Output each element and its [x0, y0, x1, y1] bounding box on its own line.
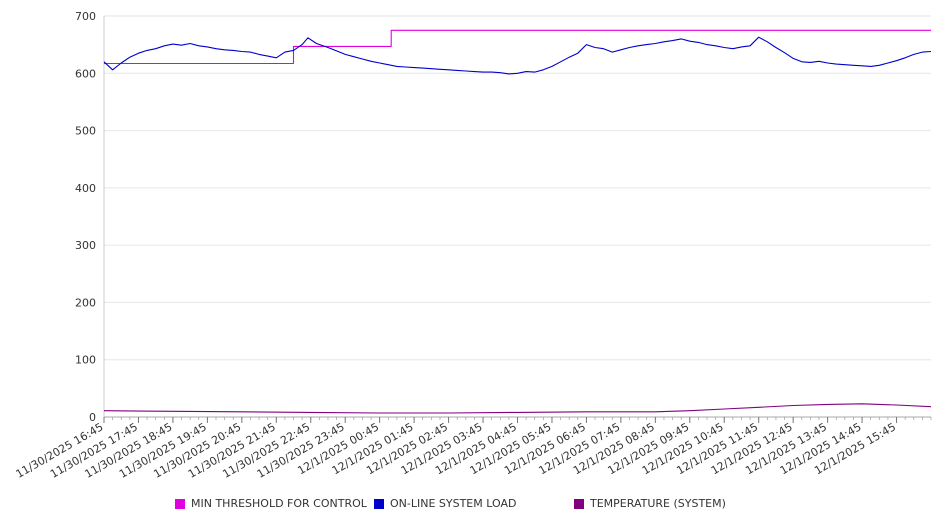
- legend-item-temperature: TEMPERATURE (SYSTEM): [574, 497, 726, 510]
- y-tick-label: 200: [75, 296, 96, 309]
- axes: [103, 16, 932, 423]
- grid-lines: [104, 15, 931, 361]
- series-line-2: [103, 403, 932, 414]
- y-tick-label: 0: [89, 411, 96, 424]
- y-tick-labels: 0 100 200 300 400 500 600 700: [75, 10, 96, 424]
- series-line-1: [103, 36, 932, 75]
- legend: MIN THRESHOLD FOR CONTROL ON-LINE SYSTEM…: [0, 497, 946, 515]
- y-tick-label: 700: [75, 10, 96, 23]
- y-tick-label: 500: [75, 125, 96, 138]
- series-lines: [103, 29, 932, 414]
- y-tick-label: 300: [75, 239, 96, 252]
- legend-item-system-load: ON-LINE SYSTEM LOAD: [374, 497, 516, 510]
- legend-item-min-threshold: MIN THRESHOLD FOR CONTROL: [175, 497, 367, 510]
- legend-swatch-min-threshold: [175, 498, 185, 509]
- legend-label-temperature: TEMPERATURE (SYSTEM): [590, 497, 726, 510]
- series-line-0: [104, 29, 931, 65]
- y-tick-label: 600: [75, 67, 96, 80]
- legend-swatch-temperature: [574, 498, 584, 509]
- y-tick-label: 400: [75, 182, 96, 195]
- y-tick-label: 100: [75, 354, 96, 367]
- legend-label-min-threshold: MIN THRESHOLD FOR CONTROL: [191, 497, 367, 510]
- legend-swatch-system-load: [374, 498, 384, 509]
- legend-label-system-load: ON-LINE SYSTEM LOAD: [390, 497, 517, 510]
